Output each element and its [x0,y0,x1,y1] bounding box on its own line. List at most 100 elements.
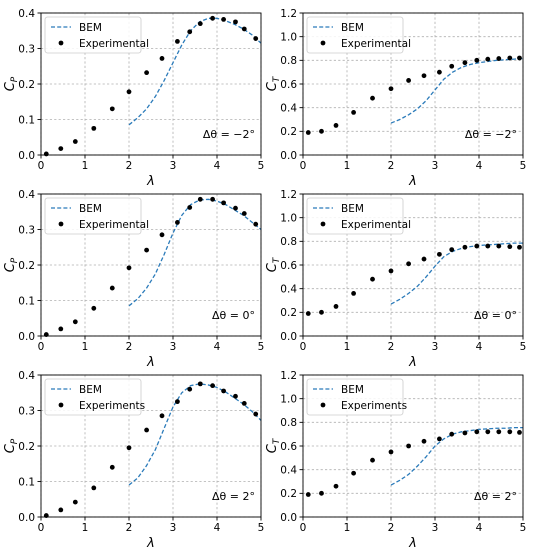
data-point [485,243,491,249]
data-point [241,401,247,406]
data-point [126,445,132,451]
y-tick-label: 0.2 [18,441,35,453]
y-tick-label: 0.4 [280,464,297,476]
x-tick-label: 4 [214,341,221,353]
data-point [175,220,180,225]
legend-label: BEM [79,384,102,396]
legend-box [44,378,142,416]
legend-box [44,197,142,235]
y-tick-label: 0.4 [18,8,35,20]
data-point [109,464,115,470]
data-point [159,232,165,238]
x-tick-label: 2 [388,522,395,534]
data-point [449,247,455,253]
y-axis-label: CP [3,438,20,453]
data-point [474,57,480,63]
legend-marker-swatch [58,402,64,408]
y-tick-label: 0.4 [280,283,297,295]
delta-theta-annotation: Δθ = 2° [212,490,255,503]
y-tick-label: 0.4 [18,370,35,382]
y-tick-label: 0.4 [18,189,35,201]
x-tick-label: 5 [520,341,527,353]
y-tick-label: 1.2 [280,8,297,20]
x-tick-label: 3 [432,160,439,172]
series-line-bem [390,57,523,124]
y-tick-label: 0.3 [18,405,35,417]
data-point [144,70,150,76]
series-line-bem [128,383,261,486]
data-point [496,243,502,249]
data-point [58,507,64,513]
data-point [221,388,227,394]
data-point [517,429,522,435]
y-tick-label: 0.0 [18,512,35,524]
data-point [233,19,238,25]
data-point [421,256,427,262]
y-axis-label: CT [265,437,282,453]
x-tick-label: 5 [258,160,265,172]
legend: BEM Experimental [306,16,411,54]
y-tick-label: 0.1 [18,114,35,126]
delta-theta-annotation: Δθ = −2° [203,128,255,141]
y-tick-label: 0.8 [280,55,297,67]
x-tick-label: 3 [170,341,177,353]
data-point [496,429,502,435]
x-tick-label: 1 [82,522,89,534]
data-point [253,36,259,41]
y-tick-label: 0.2 [280,488,297,500]
legend-label: Experimental [341,38,411,50]
x-tick-label: 3 [170,160,177,172]
y-tick-label: 1.0 [280,212,297,224]
data-point [109,106,115,112]
legend-label: Experiments [79,400,145,412]
legend-marker-swatch [320,402,326,408]
x-axis-label: λ [408,536,417,550]
y-tick-label: 0.0 [280,331,297,343]
data-point [437,69,442,75]
plot-frame [302,374,524,518]
x-tick-label: 3 [432,341,439,353]
data-point [406,261,411,267]
series-line-bem [390,427,523,486]
data-point [474,243,480,249]
series-line-bem [390,242,523,305]
y-axis-label: CP [3,76,20,91]
data-point [437,436,442,442]
data-point [210,196,216,202]
data-point [388,86,394,92]
x-axis-label: λ [408,355,417,370]
data-point [507,429,513,435]
x-tick-label: 2 [126,522,133,534]
legend-label: BEM [341,203,364,215]
data-point [462,244,468,250]
x-tick-label: 3 [432,522,439,534]
legend-box [306,197,404,235]
x-tick-label: 1 [344,160,351,172]
data-point [496,56,502,61]
chart-panel-4: 0 1 2 3 4 5 0.0 0.2 0.4 0.6 0.8 1.0 1.2 λ CT BEM Experim… [265,189,526,370]
data-point [91,485,97,491]
data-point [197,381,203,387]
data-point [144,247,150,253]
y-tick-label: 0.6 [280,441,297,453]
data-point [159,413,165,419]
x-tick-label: 1 [82,160,89,172]
x-tick-label: 4 [476,341,483,353]
x-axis-label: λ [146,355,155,370]
x-axis-label: λ [408,174,417,189]
chart-panel-3: 0 1 2 3 4 5 0.0 0.1 0.2 0.3 0.4 λ CP BEM Experimental Δ… [3,189,264,370]
legend-marker-swatch [320,40,326,46]
data-point [370,276,375,282]
data-point [485,56,491,62]
data-point [351,470,356,476]
data-point [221,16,227,22]
plot-frame [302,193,524,337]
data-point [159,56,165,61]
data-point [241,211,247,216]
data-point [406,78,411,83]
data-point [507,55,513,61]
data-point [187,29,193,35]
legend-label: BEM [341,22,364,34]
x-tick-label: 4 [214,522,221,534]
data-point [210,383,216,389]
